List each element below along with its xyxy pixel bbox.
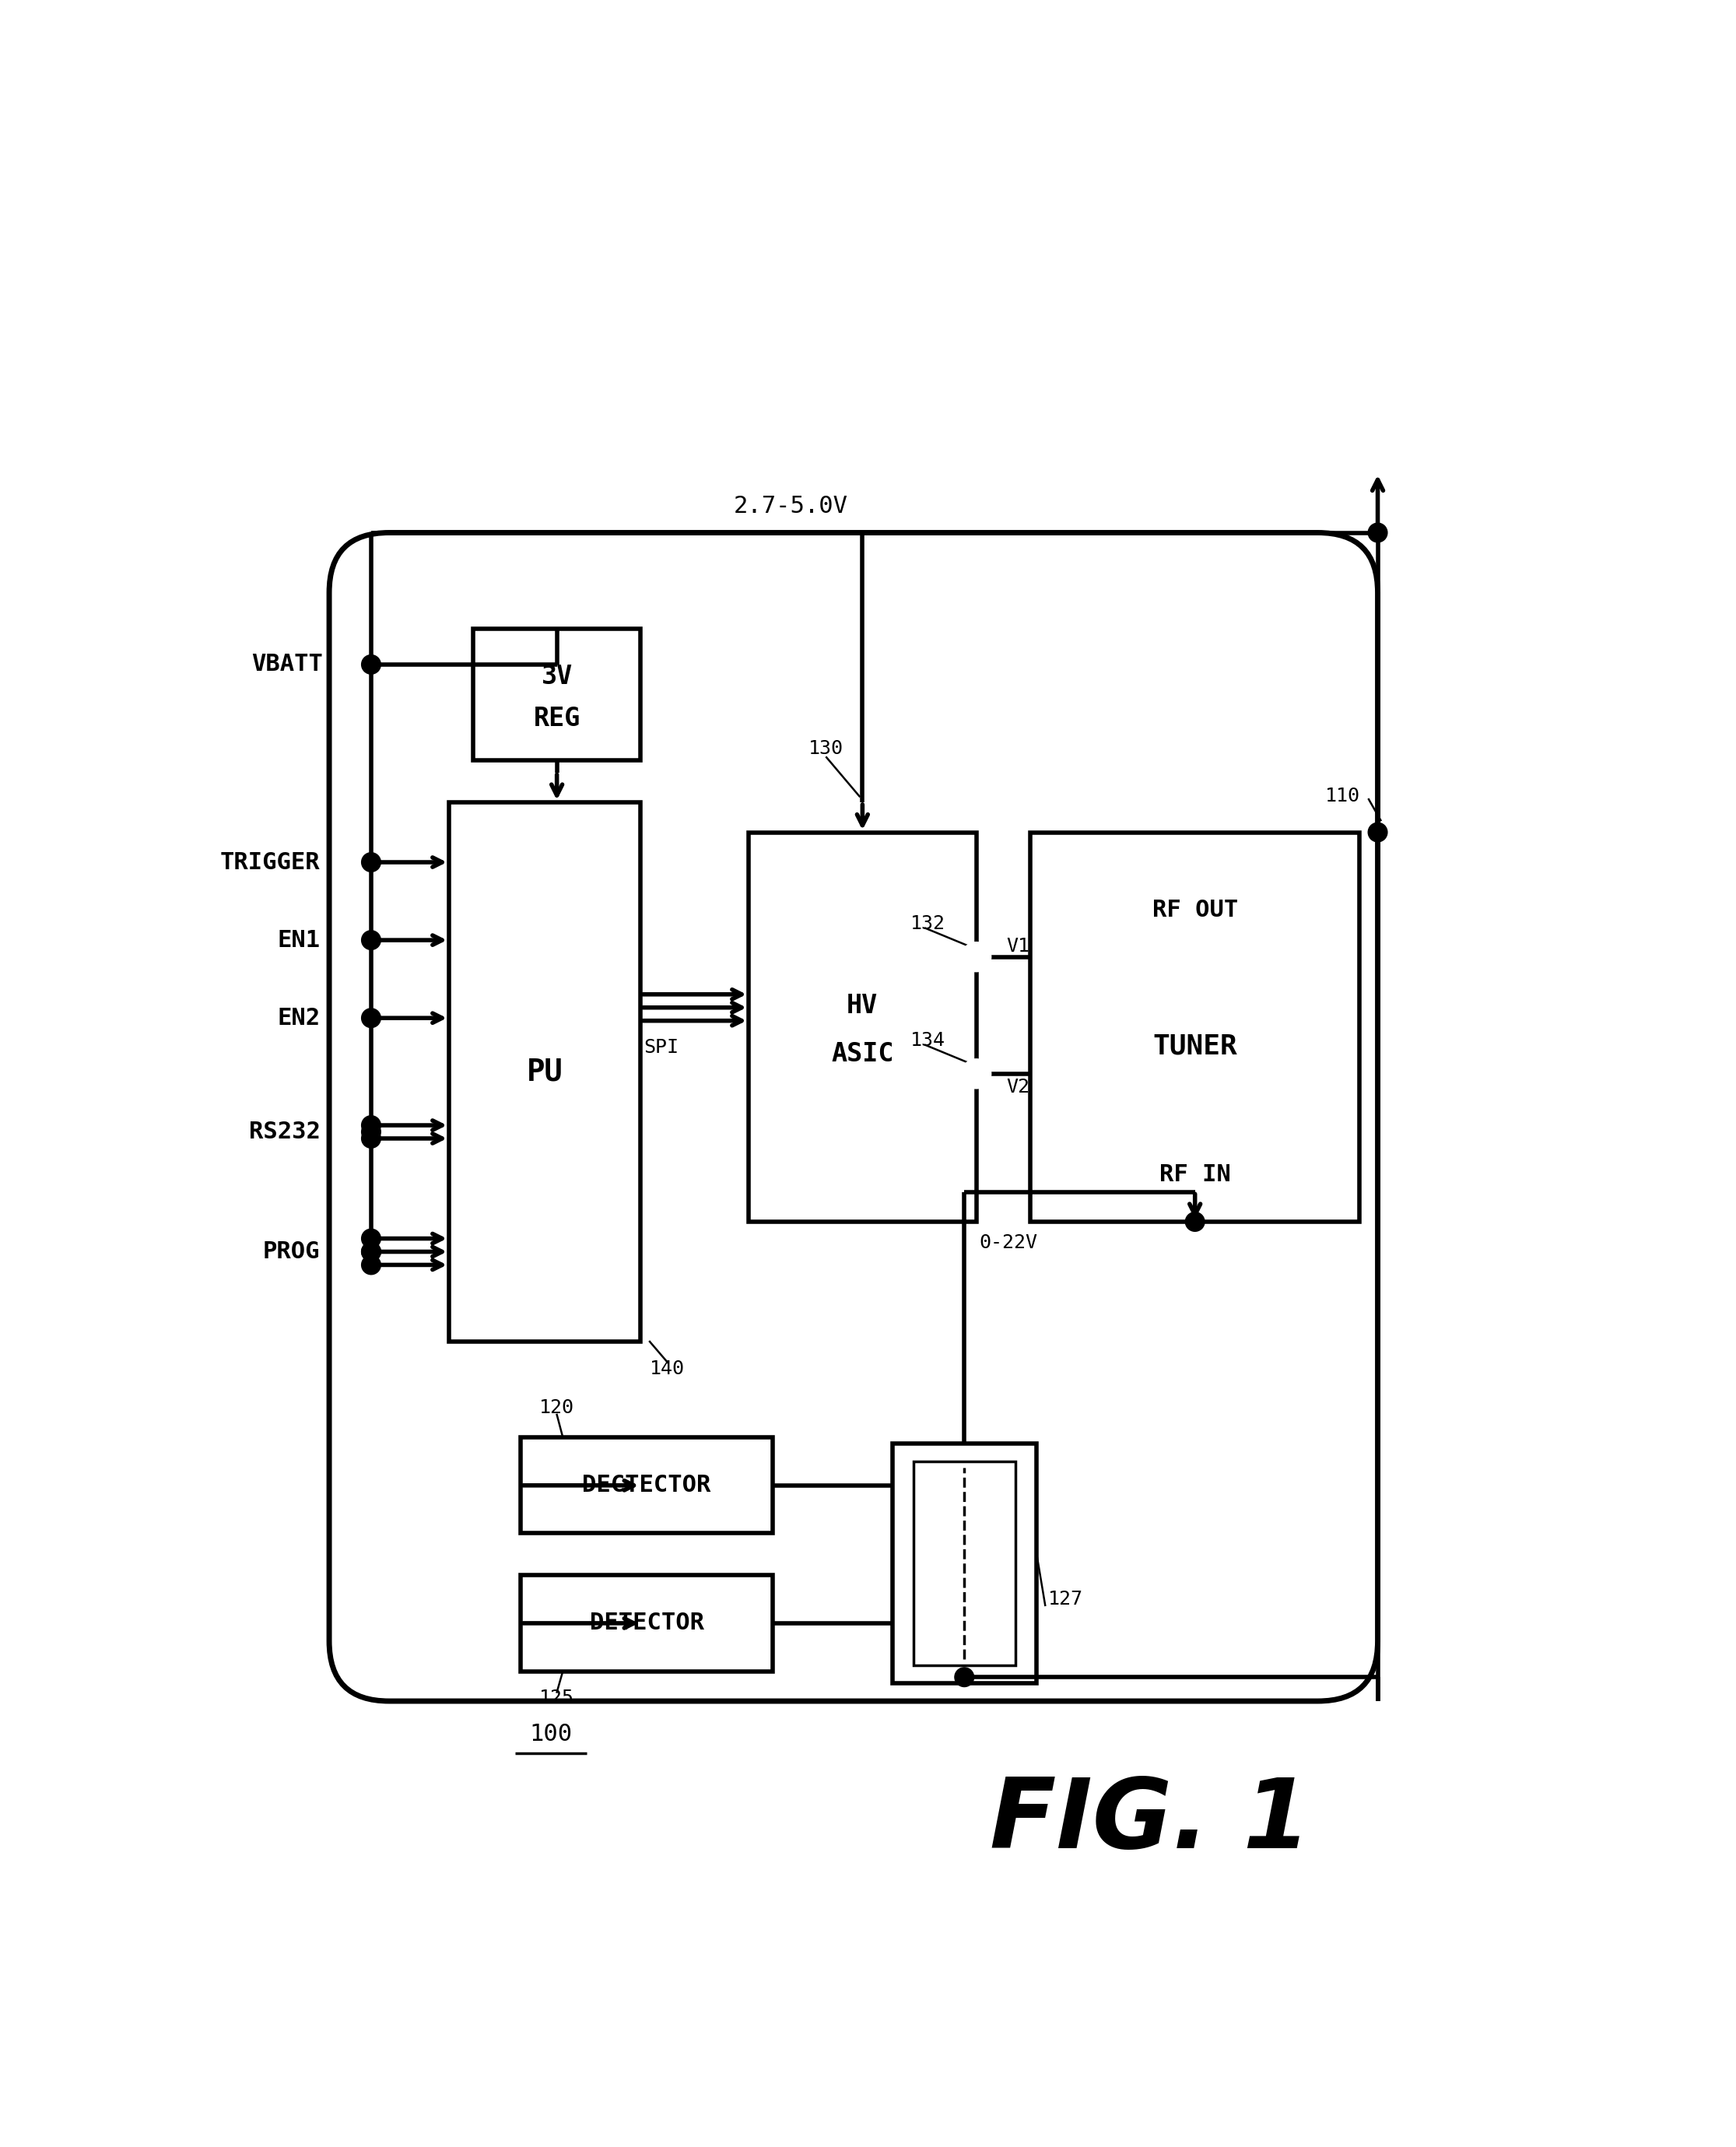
Bar [521,1438,773,1533]
Circle shape [1368,524,1387,543]
Bar [892,1443,1036,1683]
Circle shape [963,945,990,970]
Circle shape [1368,822,1387,842]
Circle shape [361,1129,380,1149]
Circle shape [361,1116,380,1136]
Circle shape [1186,1213,1205,1232]
Circle shape [361,655,380,674]
Text: 120: 120 [538,1398,575,1417]
Circle shape [361,1228,380,1247]
Circle shape [361,1009,380,1028]
Text: VBATT: VBATT [252,653,323,676]
Text: TRIGGER: TRIGGER [220,850,319,874]
Circle shape [361,852,380,872]
Text: TUNER: TUNER [1153,1033,1238,1061]
Text: 132: 132 [910,915,946,934]
Bar [1029,833,1359,1222]
Text: ASIC: ASIC [832,1041,894,1067]
Text: SPI: SPI [644,1039,679,1056]
Text: 127: 127 [1049,1591,1083,1608]
Bar [521,1576,773,1670]
Circle shape [361,1256,380,1275]
Text: 100: 100 [529,1722,573,1746]
Bar [748,833,976,1222]
Circle shape [361,1123,380,1142]
Text: 2.7-5.0V: 2.7-5.0V [733,496,847,517]
Circle shape [361,930,380,949]
Text: 130: 130 [809,739,844,758]
Circle shape [361,1243,380,1260]
Text: V1: V1 [1007,936,1029,955]
Text: DECTECTOR: DECTECTOR [582,1475,712,1496]
Text: EN1: EN1 [278,930,319,951]
Text: 134: 134 [910,1031,946,1050]
Bar [450,803,641,1342]
Text: DETECTOR: DETECTOR [590,1612,703,1634]
Text: 0-22V: 0-22V [979,1232,1038,1252]
Text: V2: V2 [1007,1078,1029,1097]
FancyBboxPatch shape [330,532,1378,1700]
Text: 140: 140 [649,1359,684,1378]
Text: PROG: PROG [264,1241,319,1262]
Text: EN2: EN2 [278,1007,319,1028]
Text: REG: REG [533,706,580,732]
Text: PU: PU [526,1056,562,1086]
Text: HV: HV [847,994,878,1020]
Circle shape [955,1668,974,1688]
Circle shape [963,1061,990,1086]
Circle shape [361,1243,380,1260]
Bar [913,1462,1016,1666]
Text: RF OUT: RF OUT [1153,900,1238,921]
Bar [472,629,641,760]
Text: FIG. 1: FIG. 1 [990,1773,1311,1868]
Text: 125: 125 [538,1690,575,1707]
Text: 3V: 3V [542,663,573,689]
Text: RF IN: RF IN [1160,1164,1231,1187]
Text: RS232: RS232 [248,1121,319,1142]
Text: 110: 110 [1325,788,1359,805]
